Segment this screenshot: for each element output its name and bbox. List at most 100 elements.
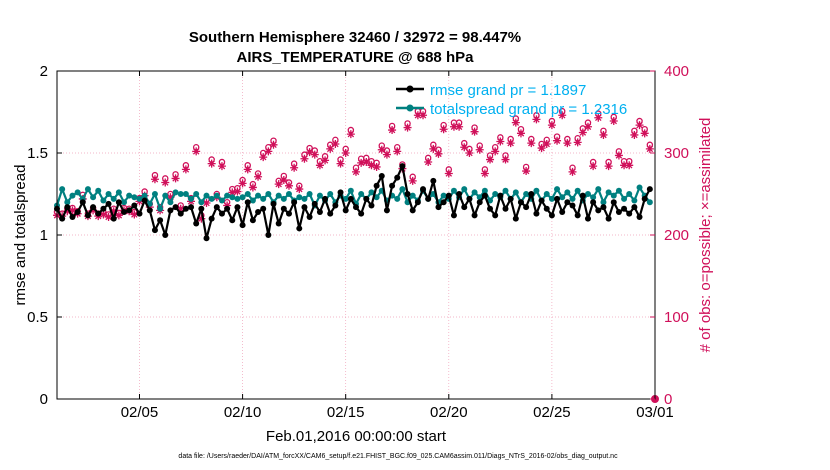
obs-assimilated-point: [68, 206, 77, 215]
totalspread-point: [600, 199, 607, 206]
obs-assimilated-point: [238, 179, 247, 188]
obs-assimilated-point: [89, 206, 98, 215]
rmse-point: [208, 215, 215, 222]
rmse-point: [239, 222, 246, 229]
rmse-point: [636, 213, 643, 220]
obs-assimilated-point: [460, 143, 469, 152]
obs-assimilated-point: [480, 169, 489, 178]
y-right-tick-label: 300: [664, 145, 689, 162]
rmse-point: [162, 232, 169, 238]
totalspread-point: [621, 195, 628, 202]
rmse-point: [327, 210, 334, 217]
obs-assimilated-point: [625, 161, 634, 170]
rmse-point: [605, 215, 612, 222]
obs-assimilated-point: [470, 127, 479, 136]
rmse-point: [554, 195, 561, 202]
totalspread-point: [239, 194, 246, 201]
rmse-point: [404, 191, 411, 197]
totalspread-point: [301, 195, 308, 202]
totalspread-point: [64, 199, 71, 206]
rmse-point: [90, 204, 97, 211]
rmse-point: [59, 215, 66, 222]
rmse-point: [141, 197, 148, 204]
totalspread-point: [157, 205, 164, 212]
rmse-point: [559, 209, 566, 216]
obs-assimilated-point: [455, 122, 464, 131]
totalspread-point: [213, 192, 220, 199]
rmse-point: [523, 204, 530, 211]
legend-rmse-label: rmse grand pr = 1.1897: [430, 82, 586, 99]
rmse-point: [84, 212, 91, 219]
totalspread-point: [105, 191, 112, 197]
totalspread-point: [512, 189, 519, 196]
obs-assimilated-point: [362, 158, 371, 167]
rmse-point: [291, 199, 298, 206]
obs-assimilated-point: [645, 144, 654, 153]
totalspread-point: [84, 186, 91, 193]
rmse-point: [105, 200, 112, 207]
rmse-point: [507, 195, 514, 202]
obs-assimilated-point: [254, 172, 263, 181]
rmse-point: [394, 174, 401, 181]
x-tick-label: 02/20: [430, 404, 468, 421]
rmse-point: [564, 199, 571, 206]
obs-assimilated-point: [547, 121, 556, 130]
rmse-point: [126, 207, 133, 214]
obs-assimilated-point: [264, 147, 273, 156]
obs-assimilated-point: [506, 139, 515, 148]
totalspread-point: [554, 186, 561, 193]
totalspread-point: [548, 195, 555, 202]
obs-assimilated-point: [393, 147, 402, 156]
rmse-point: [492, 212, 499, 219]
rmse-point: [198, 205, 205, 212]
totalspread-point: [172, 189, 179, 196]
x-tick-label: 02/25: [533, 404, 571, 421]
obs-assimilated-point: [300, 154, 309, 163]
rmse-point: [280, 205, 287, 212]
totalspread-point: [260, 195, 267, 202]
obs-assimilated-point: [486, 155, 495, 164]
rmse-point: [610, 199, 617, 206]
series-layer: [53, 107, 659, 403]
obs-assimilated-point: [511, 118, 520, 127]
totalspread-point: [59, 186, 66, 193]
totalspread-point: [177, 191, 184, 197]
rmse-point: [487, 205, 494, 212]
obs-assimilated-point: [501, 155, 510, 164]
totalspread-point: [218, 197, 225, 204]
totalspread-point: [543, 191, 550, 197]
obs-assimilated-point: [609, 117, 618, 126]
totalspread-point: [306, 191, 313, 197]
rmse-point: [167, 207, 174, 214]
data-file-footnote: data file: /Users/raeder/DAI/ATM_forcXX/…: [178, 453, 618, 460]
obs-assimilated-point: [161, 178, 170, 187]
obs-assimilated-point: [558, 111, 567, 120]
totalspread-point: [461, 186, 468, 193]
totalspread-point: [162, 192, 169, 199]
rmse-point: [461, 204, 468, 211]
obs-assimilated-point: [522, 167, 531, 176]
totalspread-point: [265, 191, 272, 197]
totalspread-point: [358, 191, 365, 197]
rmse-point: [306, 213, 313, 220]
obs-assimilated-point: [527, 139, 536, 148]
obs-assimilated-point: [336, 159, 345, 168]
y-right-tick-label: 100: [664, 309, 689, 326]
totalspread-point: [151, 191, 158, 197]
rmse-point: [409, 207, 416, 214]
rmse-point: [378, 172, 385, 179]
rmse-point: [435, 204, 442, 211]
totalspread-point: [584, 191, 591, 197]
obs-assimilated-point: [599, 130, 608, 139]
totalspread-point: [569, 195, 576, 202]
totalspread-point: [409, 192, 416, 199]
rmse-point: [368, 202, 375, 209]
obs-assimilated-point: [295, 185, 304, 194]
legend-rmse-marker: [406, 85, 414, 93]
rmse-point: [445, 192, 452, 199]
rmse-point: [193, 220, 200, 227]
totalspread-point: [605, 189, 612, 196]
obs-assimilated-point: [166, 193, 175, 202]
totalspread-point: [193, 191, 200, 197]
obs-assimilated-point: [372, 162, 381, 171]
